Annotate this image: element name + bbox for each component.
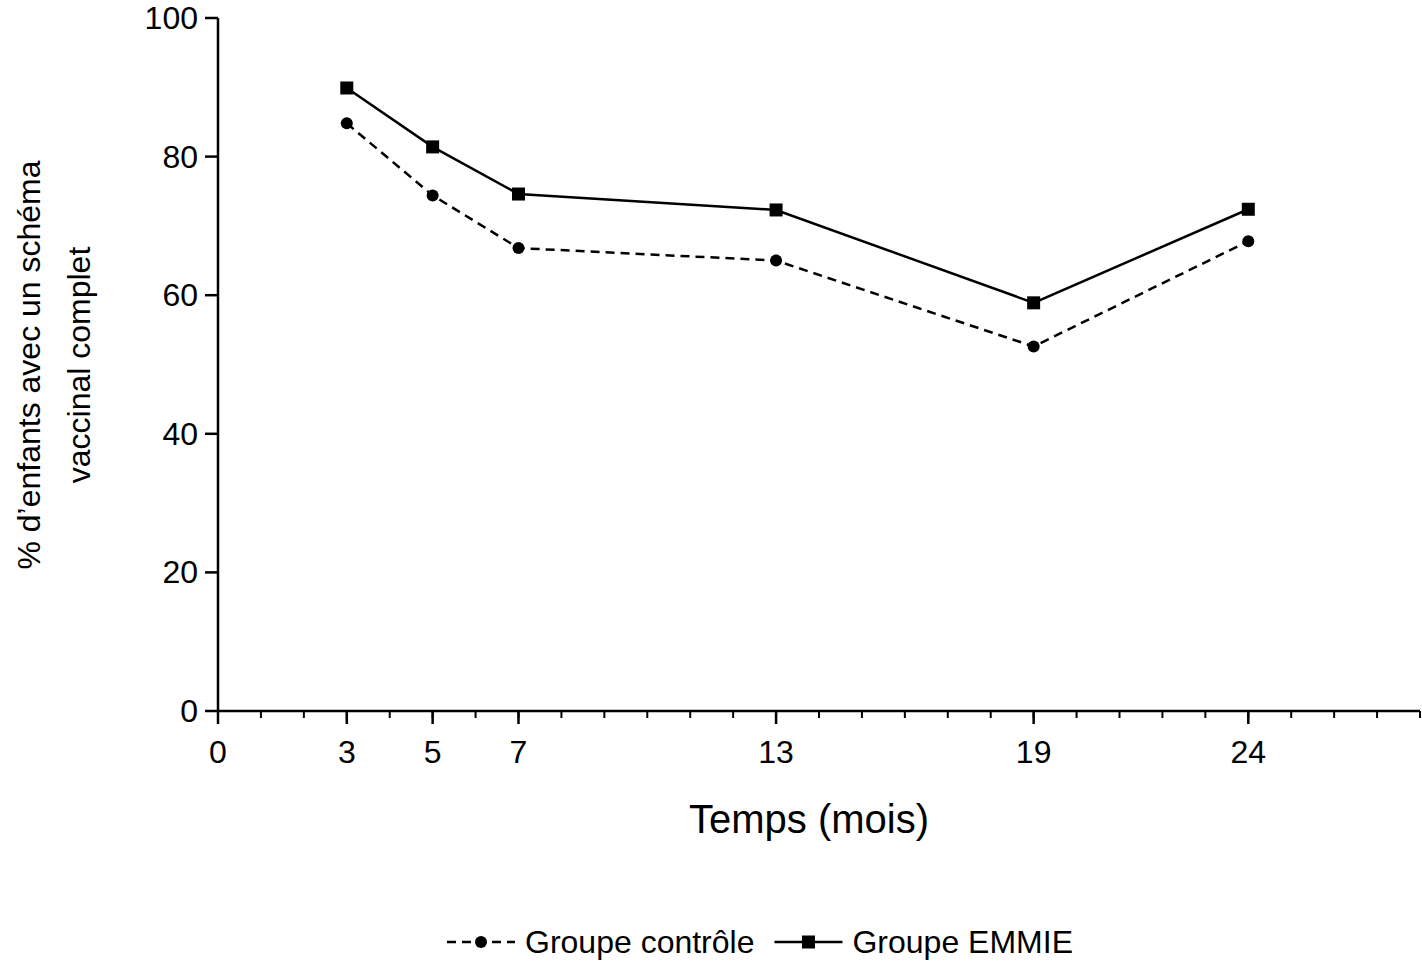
x-tick-label: 5 — [424, 734, 442, 770]
data-point — [426, 140, 439, 153]
x-tick-label: 7 — [510, 734, 528, 770]
data-point — [427, 189, 439, 201]
minor-tick — [732, 711, 734, 718]
y-tick — [205, 155, 218, 158]
y-tick — [205, 571, 218, 574]
minor-tick — [603, 711, 605, 718]
minor-tick — [1119, 711, 1121, 718]
y-tick-label: 40 — [162, 416, 198, 452]
data-point — [512, 188, 525, 201]
x-tick-label: 3 — [338, 734, 356, 770]
series-line — [347, 88, 1249, 303]
legend-entry: Groupe contrôle — [447, 924, 754, 960]
y-tick — [205, 17, 218, 20]
y-tick-label: 0 — [180, 693, 198, 729]
data-point — [1027, 296, 1040, 309]
x-tick-label: 24 — [1230, 734, 1266, 770]
data-point — [1028, 340, 1040, 352]
minor-tick — [990, 711, 992, 718]
chart: 0 3 5 7 13 19 24 0 20 40 60 80 100 Temps (mois) % d’en… — [0, 0, 1422, 968]
legend-marker — [475, 936, 487, 948]
series-line — [347, 123, 1249, 346]
minor-tick — [389, 711, 391, 718]
y-tick — [205, 294, 218, 297]
minor-tick — [1419, 711, 1421, 718]
x-tick — [517, 711, 520, 724]
minor-tick — [1161, 711, 1163, 718]
data-point — [1242, 235, 1254, 247]
y-tick-label: 100 — [145, 0, 198, 36]
data-point — [1242, 203, 1255, 216]
x-tick — [1032, 711, 1035, 724]
x-tick-label: 13 — [758, 734, 794, 770]
legend-label: Groupe EMMIE — [852, 924, 1073, 960]
minor-tick — [689, 711, 691, 718]
legend-marker — [802, 936, 815, 949]
minor-tick — [303, 711, 305, 718]
x-tick — [346, 711, 349, 724]
minor-tick — [904, 711, 906, 718]
legend: Groupe contrôle Groupe EMMIE — [447, 924, 1073, 960]
y-tick — [205, 710, 218, 713]
data-point — [340, 81, 353, 94]
minor-tick — [646, 711, 648, 718]
minor-tick — [560, 711, 562, 718]
x-tick — [775, 711, 778, 724]
y-tick-label: 20 — [162, 554, 198, 590]
plot-area — [340, 81, 1255, 352]
y-tick — [205, 433, 218, 436]
x-axis-title: Temps (mois) — [689, 797, 929, 841]
x-tick — [217, 711, 220, 724]
minor-tick — [1376, 711, 1378, 718]
minor-tick — [818, 711, 820, 718]
y-tick-label: 60 — [162, 277, 198, 313]
legend-entry: Groupe EMMIE — [774, 924, 1073, 960]
x-tick — [1247, 711, 1250, 724]
data-point — [770, 255, 782, 267]
legend-label: Groupe contrôle — [525, 924, 754, 960]
data-point — [770, 203, 783, 216]
y-axis-title: % d’enfants avec un schéma — [11, 160, 47, 569]
data-point — [341, 117, 353, 129]
minor-tick — [1076, 711, 1078, 718]
minor-tick — [1290, 711, 1292, 718]
y-axis — [217, 18, 220, 711]
y-tick-label: 80 — [162, 139, 198, 175]
data-point — [513, 242, 525, 254]
minor-tick — [260, 711, 262, 718]
x-tick — [431, 711, 434, 724]
minor-tick — [1204, 711, 1206, 718]
minor-tick — [1333, 711, 1335, 718]
minor-tick — [947, 711, 949, 718]
minor-tick — [475, 711, 477, 718]
y-axis-title: vaccinal complet — [61, 247, 97, 484]
x-tick-label: 19 — [1016, 734, 1052, 770]
minor-tick — [861, 711, 863, 718]
x-tick-label: 0 — [209, 734, 227, 770]
